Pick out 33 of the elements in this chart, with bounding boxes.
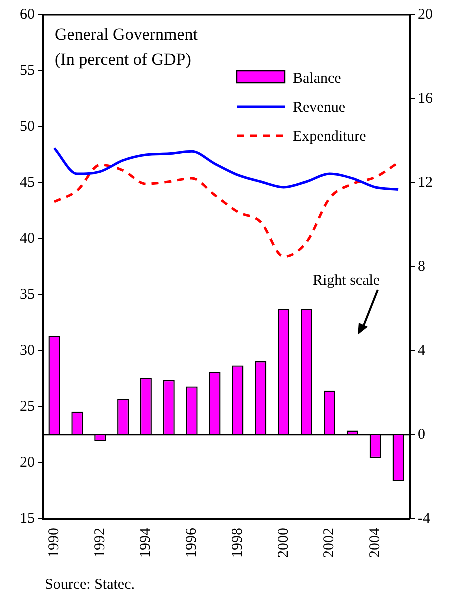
x-tick-label: 1990	[46, 528, 62, 558]
text: General Government	[55, 25, 198, 44]
text: (In percent of GDP)	[55, 50, 192, 69]
legend-label: Expenditure	[293, 129, 367, 145]
legend-label: Revenue	[293, 100, 346, 116]
x-tick-label: 2002	[322, 528, 338, 558]
x-tick-label: 1996	[184, 528, 200, 558]
x-tick-label: 2000	[276, 528, 292, 558]
y-tick-label: 25	[20, 398, 35, 415]
x-tick-label: 2004	[368, 528, 384, 558]
y2-tick-label: 0	[418, 426, 426, 443]
y-tick-label: 15	[20, 510, 35, 527]
y-tick-label: 55	[20, 62, 35, 79]
y-tick-label: 50	[20, 118, 35, 135]
y-tick-label: 45	[20, 174, 35, 191]
y-tick-label: 60	[20, 6, 35, 23]
annotation: Right scale	[313, 273, 380, 289]
line-series	[53, 147, 400, 191]
y2-tick-label: 12	[418, 174, 433, 191]
y2-tick-label: 8	[418, 258, 426, 275]
source-note: Source: Statec.	[45, 577, 135, 593]
y2-tick-label: 20	[418, 6, 433, 23]
legend-label: Balance	[293, 71, 342, 87]
y-tick-label: 40	[20, 230, 35, 247]
y-tick-label: 35	[20, 286, 35, 303]
y2-tick-label: 4	[418, 342, 426, 359]
y-tick-label: 30	[20, 342, 35, 359]
y-tick-label: 20	[20, 454, 35, 471]
x-tick-label: 1992	[92, 528, 108, 558]
x-tick-label: 1994	[138, 528, 154, 558]
y2-tick-label: 16	[418, 90, 434, 107]
x-tick-label: 1998	[230, 528, 246, 558]
y2-tick-label: -4	[418, 510, 431, 527]
